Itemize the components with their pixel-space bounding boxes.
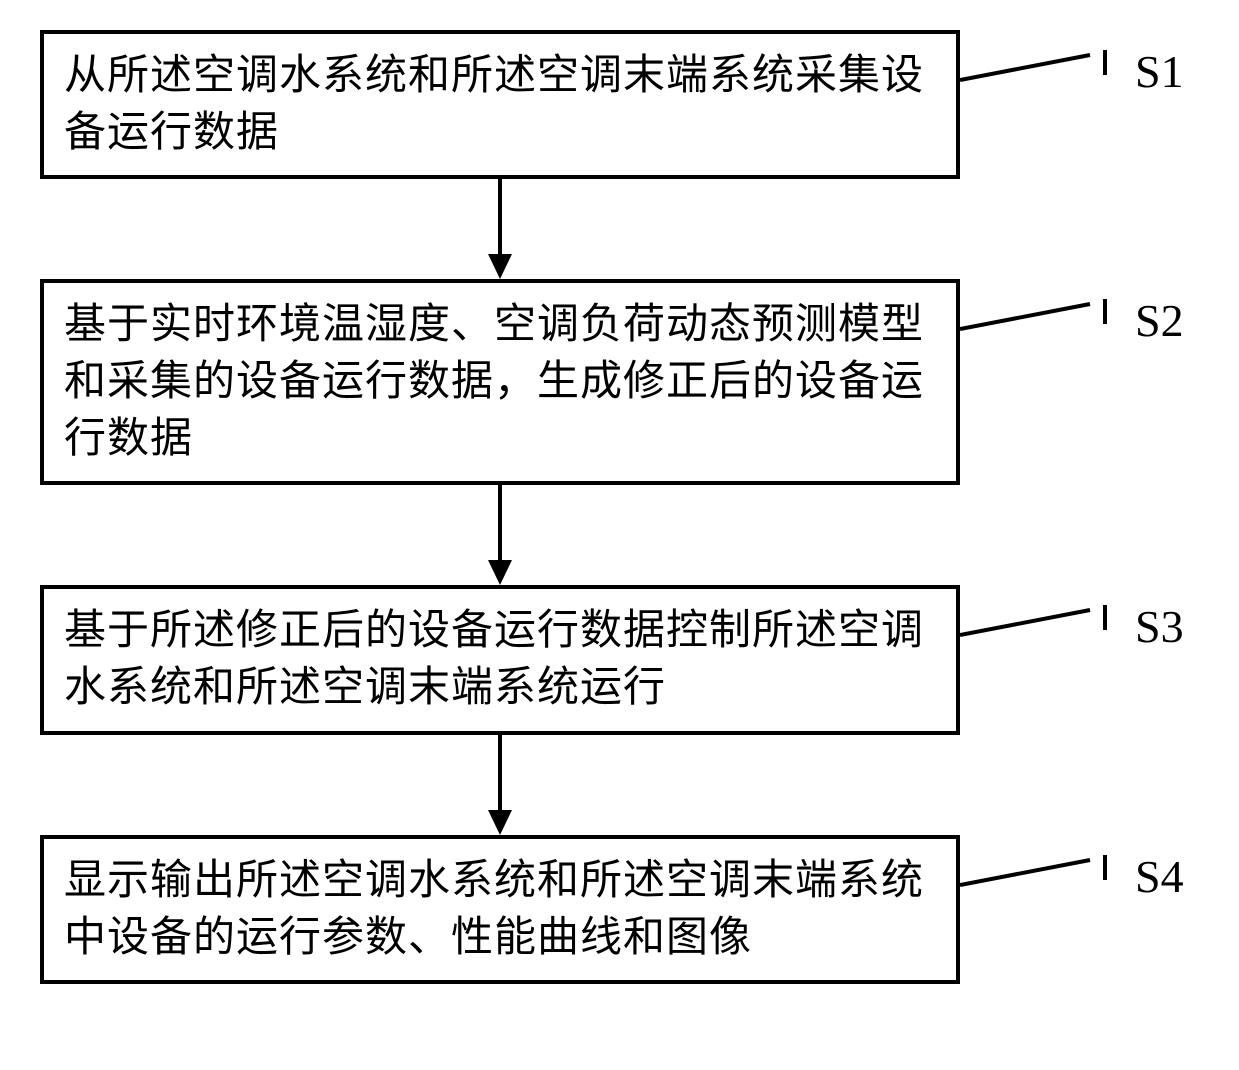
arrow-s3-s4 bbox=[40, 735, 960, 835]
arrow-s1-s2 bbox=[40, 179, 960, 279]
step-label: S4 bbox=[1135, 850, 1184, 903]
connector-s3 bbox=[960, 605, 1160, 665]
step-text: 基于所述修正后的设备运行数据控制所述空调水系统和所述空调末端系统运行 bbox=[64, 608, 924, 711]
step-s2: 基于实时环境温湿度、空调负荷动态预测模型和采集的设备运行数据，生成修正后的设备运… bbox=[40, 279, 1200, 485]
connector-s4 bbox=[960, 855, 1160, 915]
step-s1: 从所述空调水系统和所述空调末端系统采集设备运行数据 S1 bbox=[40, 30, 1200, 179]
step-box: 基于所述修正后的设备运行数据控制所述空调水系统和所述空调末端系统运行 bbox=[40, 585, 960, 734]
step-box: 从所述空调水系统和所述空调末端系统采集设备运行数据 bbox=[40, 30, 960, 179]
step-text: 显示输出所述空调水系统和所述空调末端系统中设备的运行参数、性能曲线和图像 bbox=[64, 858, 924, 961]
step-text: 基于实时环境温湿度、空调负荷动态预测模型和采集的设备运行数据，生成修正后的设备运… bbox=[64, 302, 924, 461]
connector-s2 bbox=[960, 299, 1160, 359]
step-s4: 显示输出所述空调水系统和所述空调末端系统中设备的运行参数、性能曲线和图像 S4 bbox=[40, 835, 1200, 984]
step-label: S1 bbox=[1135, 45, 1184, 98]
step-label: S2 bbox=[1135, 294, 1184, 347]
step-label: S3 bbox=[1135, 600, 1184, 653]
step-box: 基于实时环境温湿度、空调负荷动态预测模型和采集的设备运行数据，生成修正后的设备运… bbox=[40, 279, 960, 485]
arrow-s2-s3 bbox=[40, 485, 960, 585]
step-box: 显示输出所述空调水系统和所述空调末端系统中设备的运行参数、性能曲线和图像 bbox=[40, 835, 960, 984]
connector-s1 bbox=[960, 50, 1160, 110]
step-s3: 基于所述修正后的设备运行数据控制所述空调水系统和所述空调末端系统运行 S3 bbox=[40, 585, 1200, 734]
step-text: 从所述空调水系统和所述空调末端系统采集设备运行数据 bbox=[64, 53, 924, 156]
flowchart-container: 从所述空调水系统和所述空调末端系统采集设备运行数据 S1 基于实时环境温湿度、空… bbox=[40, 30, 1200, 984]
